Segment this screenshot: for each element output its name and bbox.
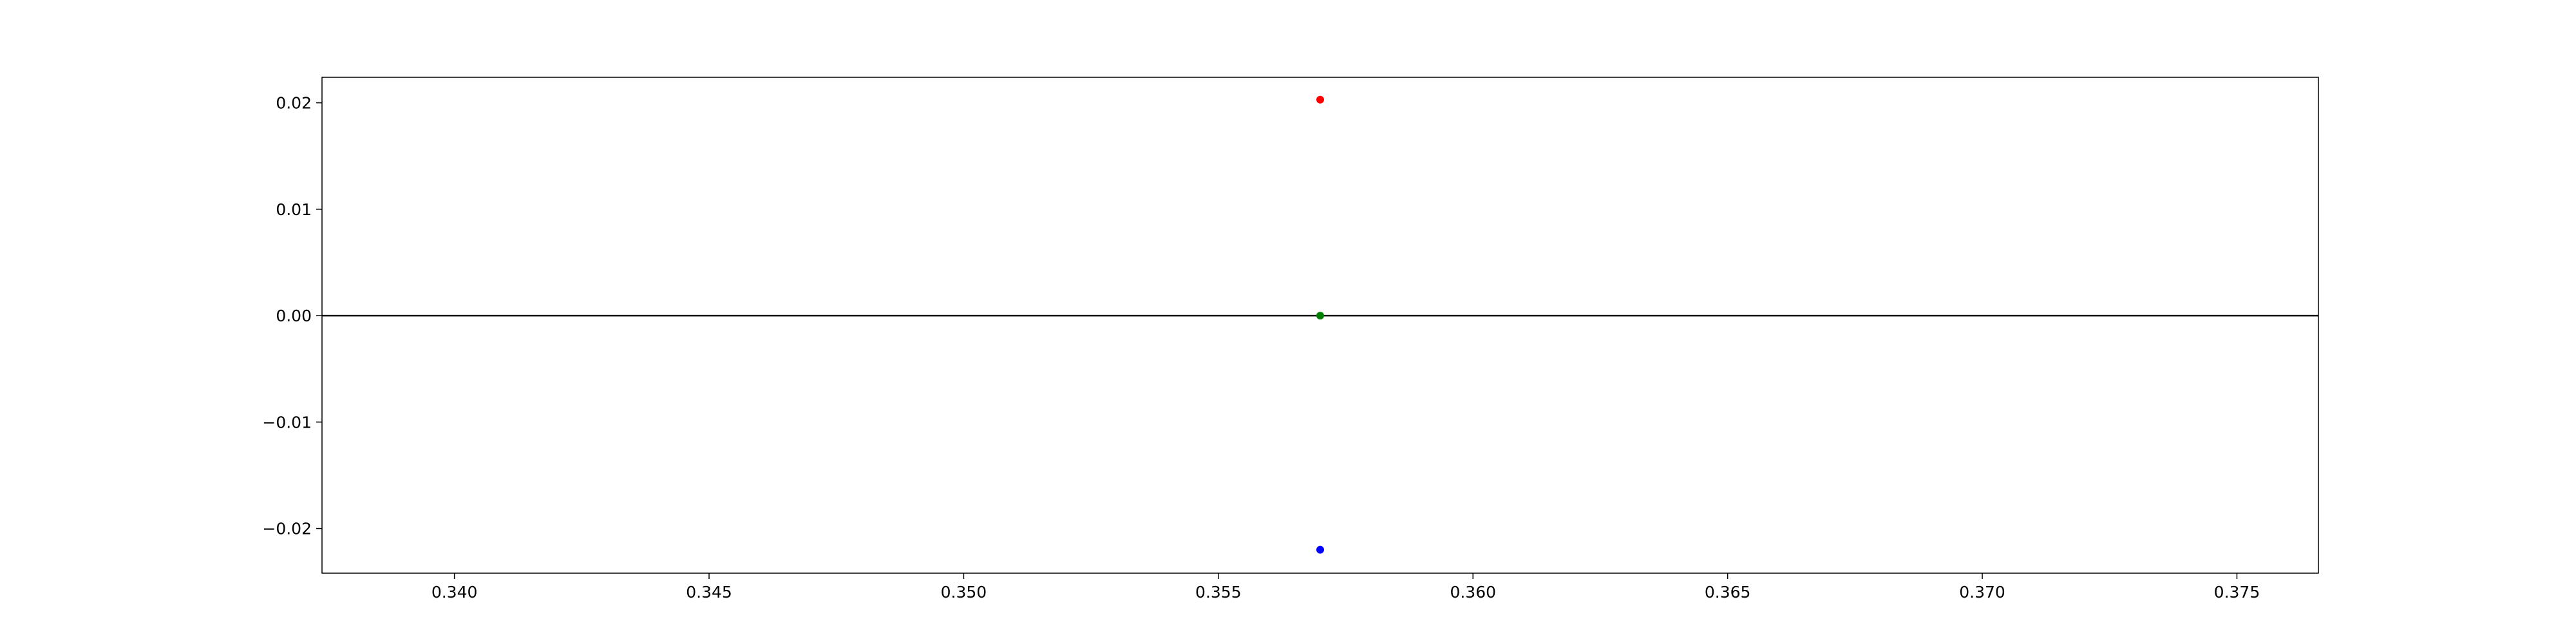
- x-tick-label: 0.350: [941, 583, 987, 601]
- y-tick-label: −0.02: [262, 520, 312, 538]
- x-tick-label: 0.355: [1195, 583, 1242, 601]
- x-tick-label: 0.375: [2214, 583, 2260, 601]
- x-tick-label: 0.360: [1450, 583, 1496, 601]
- plot-frame: [321, 77, 2319, 574]
- scatter-point: [1316, 95, 1324, 104]
- y-tick-label: 0.00: [276, 307, 312, 325]
- x-tick-label: 0.340: [431, 583, 478, 601]
- x-tick-label: 0.345: [686, 583, 732, 601]
- x-axis: 0.340 0.345 0.350 0.355 0.360 0.365 0.370 0.375: [431, 573, 2260, 601]
- scatter-point: [1316, 312, 1324, 320]
- x-tick-label: 0.370: [1959, 583, 2005, 601]
- y-tick-label: 0.02: [276, 94, 312, 113]
- scatter-point: [1316, 545, 1324, 554]
- y-tick-label: 0.01: [276, 200, 312, 219]
- y-tick-label: −0.01: [262, 413, 312, 431]
- scatter-points: [1316, 95, 1324, 554]
- y-axis: 0.02 0.01 0.00 −0.01 −0.02: [262, 94, 322, 538]
- x-tick-label: 0.365: [1705, 583, 1751, 601]
